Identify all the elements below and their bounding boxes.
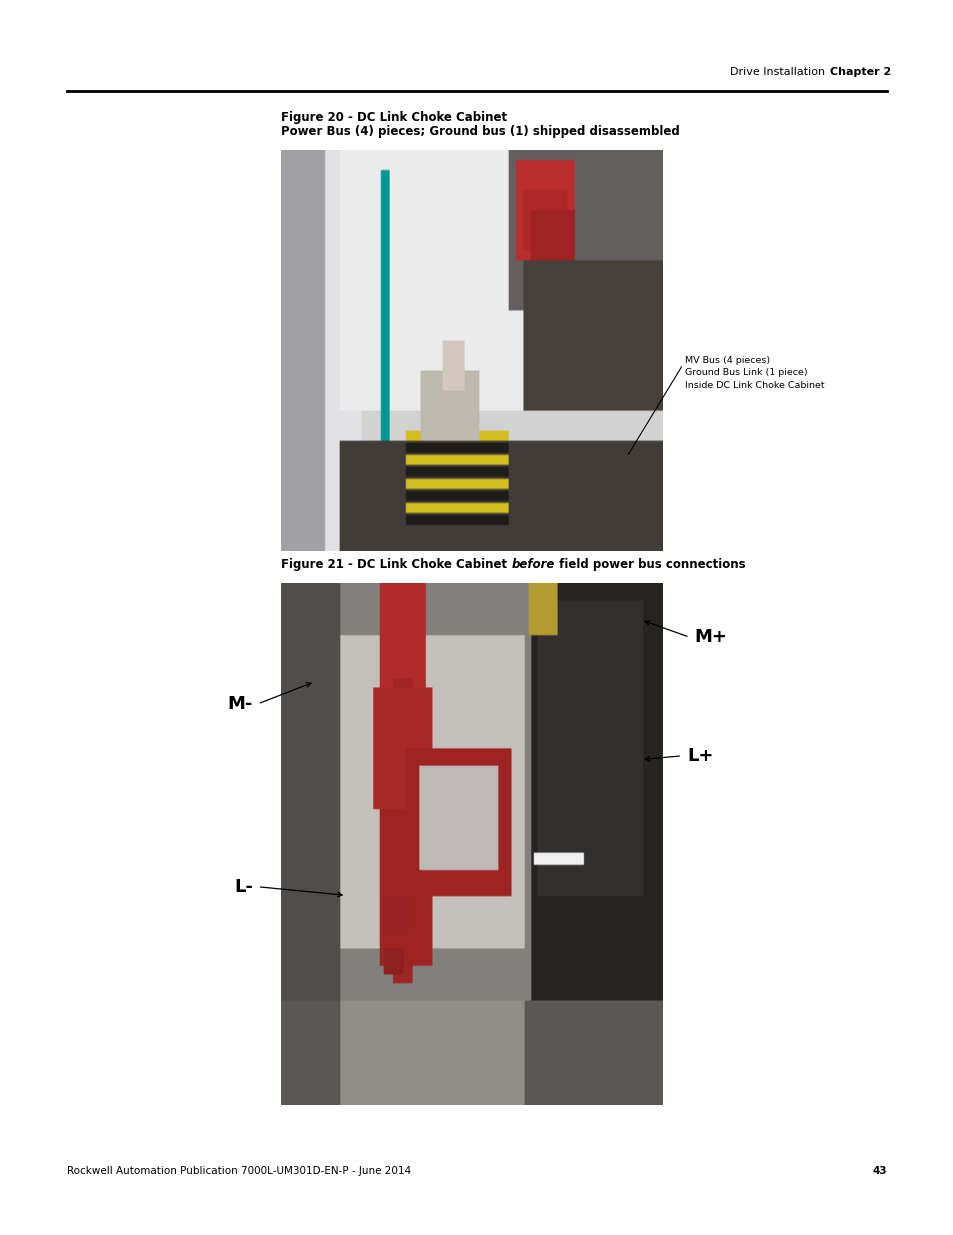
Text: before: before xyxy=(511,557,555,571)
Text: M+: M+ xyxy=(694,629,726,646)
Text: M-: M- xyxy=(227,695,253,713)
Text: Chapter 2: Chapter 2 xyxy=(829,67,890,77)
Text: Figure 20 - DC Link Choke Cabinet: Figure 20 - DC Link Choke Cabinet xyxy=(281,110,507,124)
Text: MV Bus (4 pieces)
Ground Bus Link (1 piece)
Inside DC Link Choke Cabinet: MV Bus (4 pieces) Ground Bus Link (1 pie… xyxy=(684,356,823,390)
Text: 43: 43 xyxy=(872,1166,886,1176)
Text: L+: L+ xyxy=(686,747,713,764)
Text: Rockwell Automation Publication 7000L-UM301D-EN-P - June 2014: Rockwell Automation Publication 7000L-UM… xyxy=(67,1166,411,1176)
Text: field power bus connections: field power bus connections xyxy=(555,557,745,571)
Text: Figure 21 - DC Link Choke Cabinet: Figure 21 - DC Link Choke Cabinet xyxy=(281,557,511,571)
Text: L-: L- xyxy=(233,878,253,895)
Text: Drive Installation: Drive Installation xyxy=(729,67,824,77)
Text: Power Bus (4) pieces; Ground bus (1) shipped disassembled: Power Bus (4) pieces; Ground bus (1) shi… xyxy=(281,125,679,138)
